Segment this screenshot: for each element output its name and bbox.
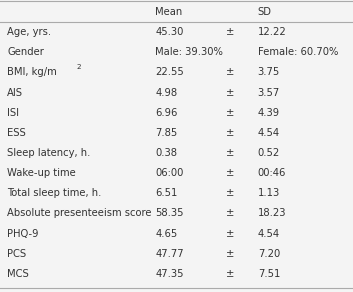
Text: ±: ± bbox=[226, 128, 234, 138]
Text: Age, yrs.: Age, yrs. bbox=[7, 27, 51, 37]
Text: 6.96: 6.96 bbox=[155, 108, 178, 118]
Text: ±: ± bbox=[226, 27, 234, 37]
Text: ±: ± bbox=[226, 67, 234, 77]
Text: 22.55: 22.55 bbox=[155, 67, 184, 77]
Text: ±: ± bbox=[226, 208, 234, 218]
Text: Total sleep time, h.: Total sleep time, h. bbox=[7, 188, 101, 198]
Text: Male: 39.30%: Male: 39.30% bbox=[155, 47, 223, 57]
Text: 58.35: 58.35 bbox=[155, 208, 184, 218]
Text: 4.54: 4.54 bbox=[258, 128, 280, 138]
Text: ISI: ISI bbox=[7, 108, 19, 118]
Text: Wake-up time: Wake-up time bbox=[7, 168, 76, 178]
Text: 3.57: 3.57 bbox=[258, 88, 280, 98]
Text: AIS: AIS bbox=[7, 88, 23, 98]
Text: Sleep latency, h.: Sleep latency, h. bbox=[7, 148, 90, 158]
Text: 06:00: 06:00 bbox=[155, 168, 184, 178]
Text: ±: ± bbox=[226, 88, 234, 98]
Text: 18.23: 18.23 bbox=[258, 208, 286, 218]
Text: 4.39: 4.39 bbox=[258, 108, 280, 118]
Text: 2: 2 bbox=[76, 64, 81, 70]
Text: BMI, kg/m: BMI, kg/m bbox=[7, 67, 57, 77]
Text: 0.52: 0.52 bbox=[258, 148, 280, 158]
Text: PCS: PCS bbox=[7, 249, 26, 259]
Text: MCS: MCS bbox=[7, 269, 29, 279]
Text: SD: SD bbox=[258, 7, 272, 17]
Text: ±: ± bbox=[226, 229, 234, 239]
Text: 47.35: 47.35 bbox=[155, 269, 184, 279]
Text: 0.38: 0.38 bbox=[155, 148, 177, 158]
Text: 1.13: 1.13 bbox=[258, 188, 280, 198]
Text: 3.75: 3.75 bbox=[258, 67, 280, 77]
Text: Gender: Gender bbox=[7, 47, 44, 57]
Text: 47.77: 47.77 bbox=[155, 249, 184, 259]
Text: PHQ-9: PHQ-9 bbox=[7, 229, 38, 239]
Text: ±: ± bbox=[226, 269, 234, 279]
Text: 4.54: 4.54 bbox=[258, 229, 280, 239]
Text: 00:46: 00:46 bbox=[258, 168, 286, 178]
Text: 4.98: 4.98 bbox=[155, 88, 178, 98]
Text: ±: ± bbox=[226, 188, 234, 198]
Text: Female: 60.70%: Female: 60.70% bbox=[258, 47, 338, 57]
Text: 7.85: 7.85 bbox=[155, 128, 178, 138]
Text: 7.20: 7.20 bbox=[258, 249, 280, 259]
Text: Mean: Mean bbox=[155, 7, 183, 17]
Text: ±: ± bbox=[226, 148, 234, 158]
Text: ±: ± bbox=[226, 249, 234, 259]
Text: ESS: ESS bbox=[7, 128, 26, 138]
Text: 12.22: 12.22 bbox=[258, 27, 286, 37]
Text: 45.30: 45.30 bbox=[155, 27, 184, 37]
Text: ±: ± bbox=[226, 108, 234, 118]
Text: ±: ± bbox=[226, 168, 234, 178]
Text: 4.65: 4.65 bbox=[155, 229, 178, 239]
Text: 6.51: 6.51 bbox=[155, 188, 178, 198]
Text: Absolute presenteeism score: Absolute presenteeism score bbox=[7, 208, 151, 218]
Text: 7.51: 7.51 bbox=[258, 269, 280, 279]
